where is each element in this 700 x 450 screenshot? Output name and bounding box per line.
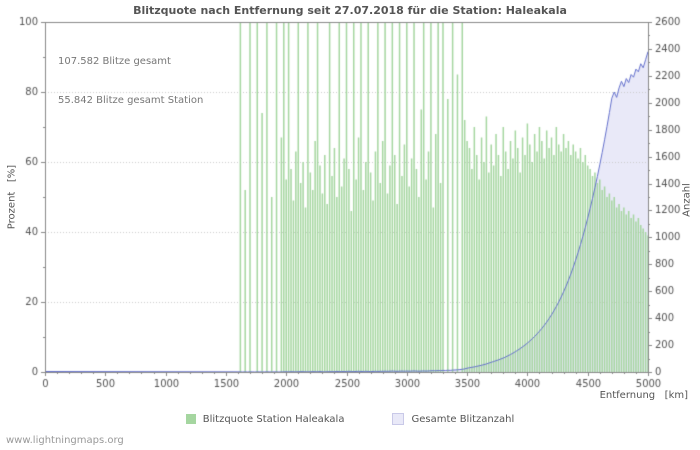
legend: Blitzquote Station Haleakala Gesamte Bli…: [0, 413, 700, 425]
station-strikes-line: 55.842 Blitze gesamt Station: [58, 95, 204, 106]
totals-annotation: 107.582 Blitze gesamt 55.842 Blitze gesa…: [58, 29, 203, 133]
legend-label-count: Gesamte Blitzanzahl: [411, 413, 515, 425]
y-axis-right-label: Anzahl: [681, 183, 693, 217]
y-axis-left-label: Prozent [%]: [6, 164, 18, 230]
chart-title: Blitzquote nach Entfernung seit 27.07.20…: [133, 4, 567, 17]
x-axis-label: Entfernung [km]: [599, 390, 688, 401]
total-strikes-line: 107.582 Blitze gesamt: [58, 56, 171, 67]
legend-item-quote: Blitzquote Station Haleakala: [185, 413, 345, 425]
legend-item-count: Gesamte Blitzanzahl: [392, 413, 514, 425]
legend-label-quote: Blitzquote Station Haleakala: [202, 413, 345, 425]
watermark: www.lightningmaps.org: [6, 435, 124, 446]
legend-swatch-count-icon: [392, 413, 405, 425]
legend-swatch-quote-icon: [185, 414, 196, 424]
